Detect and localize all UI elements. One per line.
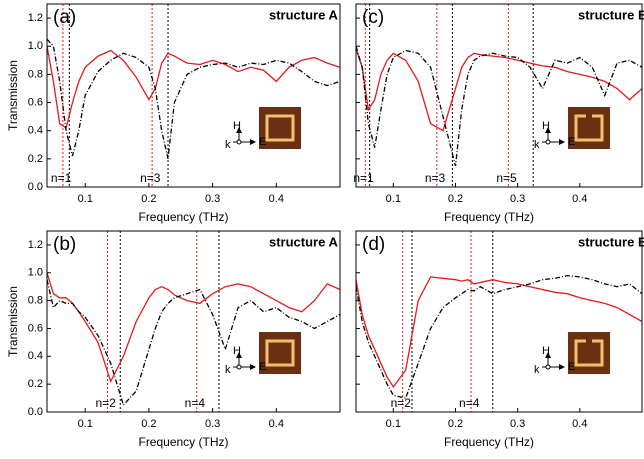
x-axis-label: Frequency (THz) — [138, 210, 228, 224]
y-axis-label: Transmission — [6, 286, 20, 357]
y-tick-label: 0.2 — [28, 153, 43, 165]
inset-origin — [545, 139, 551, 145]
plot-frame — [46, 230, 341, 413]
inset-resonator — [574, 114, 604, 142]
y-axis-label: Transmission — [6, 60, 20, 131]
mode-label: n=2 — [96, 396, 117, 410]
y-tick-label: 0.8 — [28, 68, 43, 80]
panel-label: (c) — [362, 7, 384, 28]
inset-label: k — [534, 364, 540, 376]
plot-frame — [355, 230, 643, 413]
inset-origin — [545, 364, 551, 370]
series-line — [47, 38, 340, 159]
inset-label: E — [568, 361, 575, 373]
y-tick-label: 0.6 — [28, 96, 43, 108]
x-axis-label: Frequency (THz) — [138, 435, 228, 449]
panel-label: (d) — [362, 234, 385, 255]
inset-label: H — [233, 345, 241, 357]
mode-label: n=1 — [51, 171, 72, 185]
panel-title: structure B — [578, 7, 644, 22]
y-tick-label: 1.0 — [28, 267, 43, 279]
y-tick-label: 1.0 — [28, 40, 43, 52]
inset-label: E — [259, 361, 266, 373]
x-tick-label: 0.1 — [386, 418, 401, 430]
y-tick-label: 0.8 — [28, 295, 43, 307]
x-tick-label: 0.3 — [510, 193, 525, 205]
x-axis-label: Frequency (THz) — [444, 210, 534, 224]
x-tick-label: 0.2 — [448, 193, 463, 205]
series-line — [356, 274, 642, 399]
plot-frame — [355, 3, 643, 188]
inset-origin — [236, 139, 242, 145]
x-tick-label: 0.4 — [572, 193, 587, 205]
mode-label: n=4 — [459, 396, 480, 410]
inset-label: k — [534, 139, 540, 151]
x-tick-label: 0.4 — [572, 418, 587, 430]
x-axis-label: Frequency (THz) — [444, 435, 534, 449]
mode-label: n=3 — [425, 171, 446, 185]
y-tick-label: 0.0 — [28, 406, 43, 418]
y-tick-label: 0.4 — [28, 350, 43, 362]
inset-label: E — [259, 136, 266, 148]
series-line — [356, 46, 642, 167]
y-tick-label: 0.0 — [28, 181, 43, 193]
x-tick-label: 0.2 — [141, 193, 156, 205]
series-line — [356, 48, 642, 132]
panel: n=2 n=4 0.1 0.2 0.3 0.4 Frequency (THz) (d) stru… — [355, 230, 644, 449]
panel-title: structure B — [578, 234, 644, 249]
panel-title: structure A — [269, 234, 338, 249]
inset-resonator — [574, 339, 604, 367]
x-tick-label: 0.1 — [386, 193, 401, 205]
inset-origin — [236, 364, 242, 370]
series-line — [47, 272, 340, 384]
x-tick-label: 0.1 — [78, 193, 93, 205]
panel: n=1 n=3 0.0 0.2 0.4 0.6 0.8 1.0 1.2 0.1 0.2 0.3 0.4 F… — [6, 3, 341, 224]
mode-label: n=5 — [496, 171, 517, 185]
inset-label: H — [542, 345, 550, 357]
y-tick-label: 0.4 — [28, 125, 43, 137]
panel: n=2 n=4 0.0 0.2 0.4 0.6 0.8 1.0 1.2 0.1 0.2 0.3 0.4 F… — [6, 230, 341, 449]
mode-label: n=1 — [353, 171, 374, 185]
mode-label: n=4 — [185, 396, 206, 410]
panel: n=1 n=3 n=5 0.1 0.2 0.3 0.4 Frequency (THz) (c) s… — [353, 3, 644, 224]
inset-resonator — [265, 339, 295, 367]
x-tick-label: 0.1 — [78, 418, 93, 430]
y-tick-label: 1.2 — [28, 239, 43, 251]
inset-label: k — [225, 364, 231, 376]
panel-label: (a) — [53, 7, 76, 28]
y-tick-label: 0.6 — [28, 322, 43, 334]
inset-label: H — [233, 120, 241, 132]
x-tick-label: 0.4 — [269, 418, 284, 430]
y-tick-label: 0.2 — [28, 378, 43, 390]
y-tick-label: 1.2 — [28, 12, 43, 24]
series-line — [356, 276, 642, 389]
panel-title: structure A — [269, 7, 338, 22]
inset-label: E — [568, 136, 575, 148]
panel-label: (b) — [53, 234, 76, 255]
x-tick-label: 0.2 — [448, 418, 463, 430]
x-tick-label: 0.3 — [510, 418, 525, 430]
series-line — [47, 46, 340, 129]
series-line — [47, 279, 340, 407]
plot-frame — [46, 3, 341, 188]
inset-resonator — [265, 114, 295, 142]
mode-label: n=2 — [391, 396, 412, 410]
x-tick-label: 0.3 — [205, 193, 220, 205]
x-tick-label: 0.4 — [269, 193, 284, 205]
x-tick-label: 0.3 — [205, 418, 220, 430]
inset-label: H — [542, 120, 550, 132]
mode-label: n=3 — [140, 171, 161, 185]
inset-label: k — [225, 139, 231, 151]
x-tick-label: 0.2 — [141, 418, 156, 430]
